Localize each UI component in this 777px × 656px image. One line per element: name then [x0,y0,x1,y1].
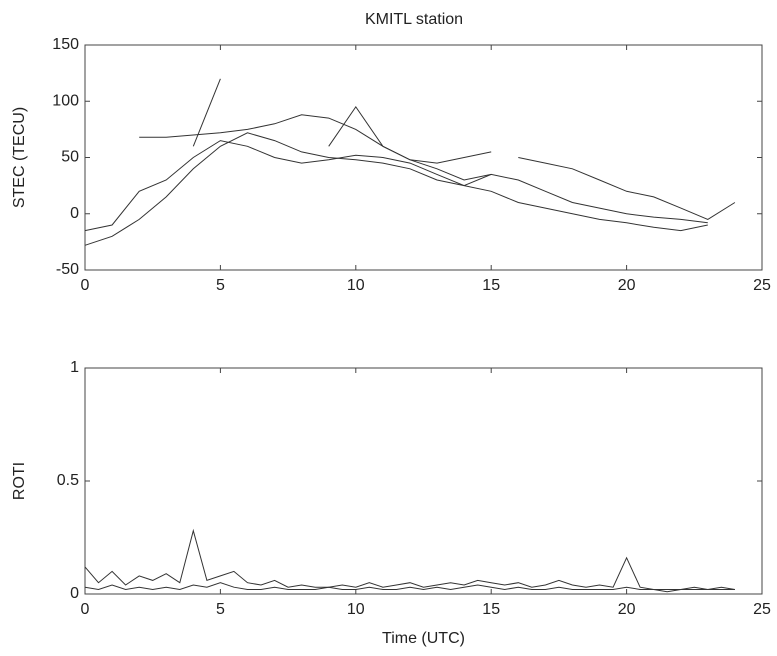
data-line [84,528,735,591]
x-tick-label: 10 [347,601,365,618]
x-tick-label: 0 [81,601,90,618]
axes-frame [84,44,763,271]
y-axis-label: ROTI [11,462,28,500]
data-line [518,157,736,220]
y-tick-label: 150 [52,36,79,53]
x-tick-label: 0 [81,277,90,294]
x-tick-label: 5 [216,277,225,294]
axes-frame [84,367,763,595]
data-line [84,132,708,246]
x-tick-label: 25 [753,277,771,294]
x-tick-label: 15 [482,277,500,294]
x-tick-label: 25 [753,601,771,618]
data-line [84,140,708,232]
x-tick-label: 20 [618,277,636,294]
y-tick-label: 0.5 [57,472,79,489]
chart-title: KMITL station [365,11,463,28]
x-axis-label: Time (UTC) [382,630,465,647]
data-line [84,582,735,593]
y-tick-label: 50 [61,149,79,166]
x-tick-label: 5 [216,601,225,618]
data-line [139,114,492,164]
x-tick-label: 10 [347,277,365,294]
y-tick-label: 1 [70,359,79,376]
y-tick-label: 100 [52,92,79,109]
data-line [328,106,492,181]
y-tick-label: -50 [56,261,79,278]
data-line [192,78,221,147]
y-axis-label: STEC (TECU) [11,107,28,208]
y-tick-label: 0 [70,585,79,602]
x-tick-label: 20 [618,601,636,618]
x-tick-label: 15 [482,601,500,618]
y-tick-label: 0 [70,205,79,222]
